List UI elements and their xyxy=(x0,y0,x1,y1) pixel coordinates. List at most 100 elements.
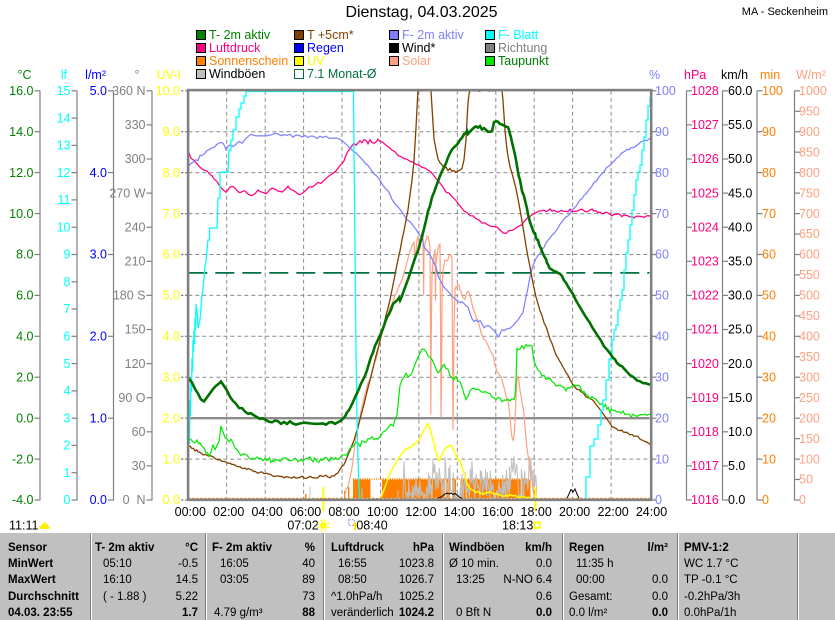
svg-text:UV-I: UV-I xyxy=(157,68,181,82)
svg-text:150: 150 xyxy=(799,432,820,446)
svg-text:250: 250 xyxy=(799,391,820,405)
svg-text:2.0: 2.0 xyxy=(163,411,180,425)
svg-text:5.0: 5.0 xyxy=(90,84,107,98)
svg-text:50.0: 50.0 xyxy=(728,152,752,166)
svg-text:24:00: 24:00 xyxy=(636,505,667,519)
svg-text:7.0: 7.0 xyxy=(163,207,180,221)
svg-text:70: 70 xyxy=(762,207,776,221)
svg-text:1: 1 xyxy=(64,466,71,480)
svg-text:08:00: 08:00 xyxy=(328,505,359,519)
svg-text:0: 0 xyxy=(64,493,71,507)
svg-text:1017: 1017 xyxy=(691,459,719,473)
svg-text:330: 330 xyxy=(125,118,146,132)
svg-text:l/m²: l/m² xyxy=(85,68,106,82)
svg-text:10.0: 10.0 xyxy=(156,84,180,98)
svg-text:900: 900 xyxy=(799,125,820,139)
svg-text:8.0: 8.0 xyxy=(16,248,33,262)
svg-text:%: % xyxy=(649,68,660,82)
svg-text:16.0: 16.0 xyxy=(9,84,33,98)
svg-text:180 S: 180 S xyxy=(113,289,146,303)
svg-text:80: 80 xyxy=(655,166,669,180)
svg-text:100: 100 xyxy=(762,84,783,98)
svg-text:650: 650 xyxy=(799,227,820,241)
svg-text:°C: °C xyxy=(17,68,31,82)
svg-text:50: 50 xyxy=(799,473,813,487)
svg-text:90: 90 xyxy=(655,125,669,139)
svg-text:240: 240 xyxy=(125,220,146,234)
svg-text:22:00: 22:00 xyxy=(597,505,628,519)
svg-text:600: 600 xyxy=(799,248,820,262)
svg-text:150: 150 xyxy=(125,323,146,337)
svg-text:6.0: 6.0 xyxy=(16,289,33,303)
svg-text:210: 210 xyxy=(125,255,146,269)
svg-text:0: 0 xyxy=(762,493,769,507)
svg-text:90: 90 xyxy=(762,125,776,139)
svg-text:0 N: 0 N xyxy=(123,493,146,507)
svg-text:15: 15 xyxy=(57,84,71,98)
svg-text:00:00: 00:00 xyxy=(175,505,206,519)
svg-text:8.0: 8.0 xyxy=(163,166,180,180)
svg-text:3: 3 xyxy=(64,411,71,425)
svg-text:-4.0: -4.0 xyxy=(12,493,34,507)
svg-text:550: 550 xyxy=(799,268,820,282)
svg-text:15.0: 15.0 xyxy=(728,391,752,405)
svg-text:9.0: 9.0 xyxy=(163,125,180,139)
svg-text:12: 12 xyxy=(57,166,71,180)
svg-text:1.0: 1.0 xyxy=(90,411,107,425)
svg-text:14: 14 xyxy=(57,111,71,125)
svg-text:0: 0 xyxy=(799,493,806,507)
svg-text:0.0: 0.0 xyxy=(16,411,33,425)
svg-text:300: 300 xyxy=(125,152,146,166)
svg-text:270 W: 270 W xyxy=(109,186,145,200)
svg-text:W/m²: W/m² xyxy=(796,68,826,82)
svg-text:30.0: 30.0 xyxy=(728,289,752,303)
svg-text:55.0: 55.0 xyxy=(728,118,752,132)
svg-text:12:00: 12:00 xyxy=(405,505,436,519)
svg-text:2.0: 2.0 xyxy=(16,370,33,384)
svg-text:60: 60 xyxy=(132,425,146,439)
svg-text:°: ° xyxy=(135,68,140,82)
svg-text:1028: 1028 xyxy=(691,84,719,98)
svg-text:20:00: 20:00 xyxy=(559,505,590,519)
svg-text:18:00: 18:00 xyxy=(521,505,552,519)
svg-text:70: 70 xyxy=(655,207,669,221)
svg-text:02:00: 02:00 xyxy=(213,505,244,519)
svg-text:1023: 1023 xyxy=(691,255,719,269)
svg-text:400: 400 xyxy=(799,330,820,344)
svg-text:10.0: 10.0 xyxy=(9,207,33,221)
svg-text:18:13: 18:13 xyxy=(502,519,533,533)
svg-text:800: 800 xyxy=(799,166,820,180)
svg-text:6.0: 6.0 xyxy=(163,248,180,262)
svg-text:1026: 1026 xyxy=(691,152,719,166)
svg-text:1021: 1021 xyxy=(691,323,719,337)
svg-text:0.0: 0.0 xyxy=(728,493,745,507)
svg-text:20: 20 xyxy=(762,411,776,425)
svg-text:07:02: 07:02 xyxy=(287,519,318,533)
svg-text:300: 300 xyxy=(799,370,820,384)
svg-text:90 O: 90 O xyxy=(118,391,145,405)
svg-text:100: 100 xyxy=(799,452,820,466)
svg-text:1025: 1025 xyxy=(691,186,719,200)
svg-text:40.0: 40.0 xyxy=(728,220,752,234)
svg-text:5.0: 5.0 xyxy=(163,289,180,303)
svg-text:0: 0 xyxy=(655,493,662,507)
svg-text:950: 950 xyxy=(799,105,820,119)
svg-text:10.0: 10.0 xyxy=(728,425,752,439)
svg-text:1.0: 1.0 xyxy=(163,452,180,466)
svg-text:4.0: 4.0 xyxy=(163,330,180,344)
svg-text:10:00: 10:00 xyxy=(367,505,398,519)
svg-text:10: 10 xyxy=(57,220,71,234)
svg-text:120: 120 xyxy=(125,357,146,371)
svg-text:750: 750 xyxy=(799,186,820,200)
svg-text:km/h: km/h xyxy=(721,68,748,82)
svg-text:5.0: 5.0 xyxy=(728,459,745,473)
svg-text:12.0: 12.0 xyxy=(9,166,33,180)
svg-text:450: 450 xyxy=(799,309,820,323)
svg-text:13: 13 xyxy=(57,139,71,153)
svg-text:7: 7 xyxy=(64,302,71,316)
svg-text:11: 11 xyxy=(58,193,71,207)
svg-text:3.0: 3.0 xyxy=(90,248,107,262)
svg-text:5: 5 xyxy=(64,357,71,371)
svg-text:0.0: 0.0 xyxy=(163,493,180,507)
svg-text:6: 6 xyxy=(64,330,71,344)
